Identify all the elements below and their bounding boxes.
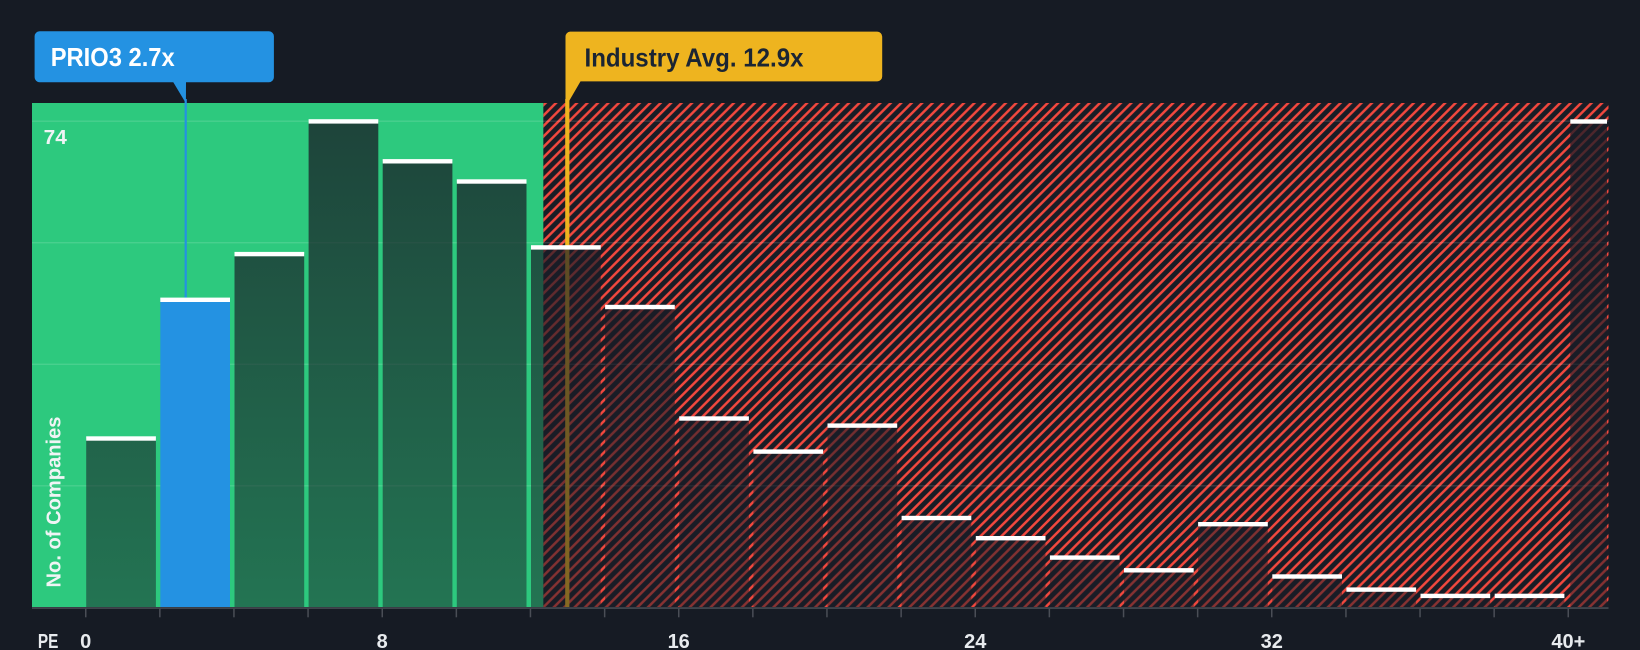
svg-text:Industry Avg. 12.9x: Industry Avg. 12.9x <box>585 43 804 73</box>
svg-text:No. of Companies: No. of Companies <box>44 417 66 588</box>
svg-text:40+: 40+ <box>1551 631 1585 650</box>
svg-text:8: 8 <box>377 631 388 650</box>
svg-text:32: 32 <box>1261 631 1283 650</box>
svg-text:24: 24 <box>964 631 987 650</box>
svg-text:0: 0 <box>80 631 91 650</box>
svg-text:16: 16 <box>668 631 690 650</box>
svg-text:PE: PE <box>38 631 59 650</box>
svg-text:74: 74 <box>44 127 68 149</box>
svg-text:PRIO3 2.7x: PRIO3 2.7x <box>51 42 175 72</box>
